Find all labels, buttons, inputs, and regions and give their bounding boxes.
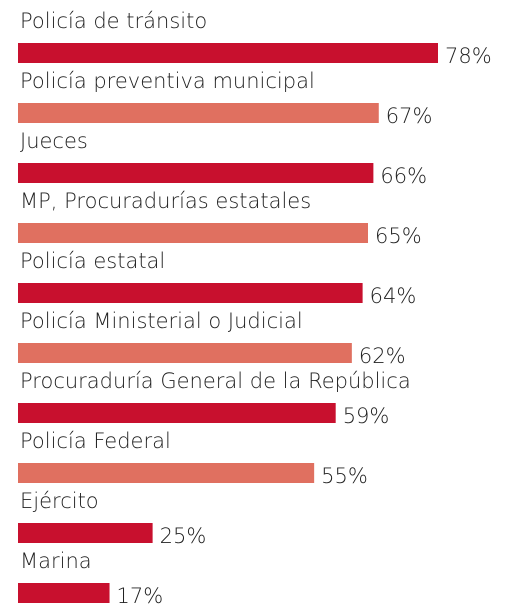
value-label: 59% bbox=[343, 404, 390, 428]
value-label: 17% bbox=[117, 584, 164, 604]
bar bbox=[18, 343, 352, 363]
bar bbox=[18, 283, 363, 303]
category-label: Policía estatal bbox=[20, 249, 165, 273]
category-label: Policía Ministerial o Judicial bbox=[20, 309, 303, 333]
value-label: 62% bbox=[359, 344, 406, 368]
category-label: Policía de tránsito bbox=[20, 9, 207, 33]
bar bbox=[18, 43, 438, 63]
bar bbox=[18, 523, 153, 543]
category-label: Procuraduría General de la República bbox=[20, 369, 411, 393]
bar bbox=[18, 463, 315, 483]
value-label: 78% bbox=[445, 44, 492, 68]
value-label: 66% bbox=[380, 164, 427, 188]
bar bbox=[18, 403, 336, 423]
category-label: Ejército bbox=[20, 489, 99, 513]
bar bbox=[18, 163, 374, 183]
bar bbox=[18, 103, 379, 123]
value-label: 64% bbox=[370, 284, 417, 308]
value-label: 55% bbox=[321, 464, 368, 488]
bar bbox=[18, 583, 110, 603]
category-label: Jueces bbox=[20, 129, 88, 153]
category-label: MP, Procuradurías estatales bbox=[20, 189, 311, 213]
bar bbox=[18, 223, 368, 243]
category-label: Policía Federal bbox=[20, 429, 171, 453]
category-label: Marina bbox=[20, 549, 92, 573]
value-label: 67% bbox=[386, 104, 433, 128]
value-label: 25% bbox=[160, 524, 207, 548]
category-label: Policía preventiva municipal bbox=[20, 69, 315, 93]
value-label: 65% bbox=[375, 224, 422, 248]
